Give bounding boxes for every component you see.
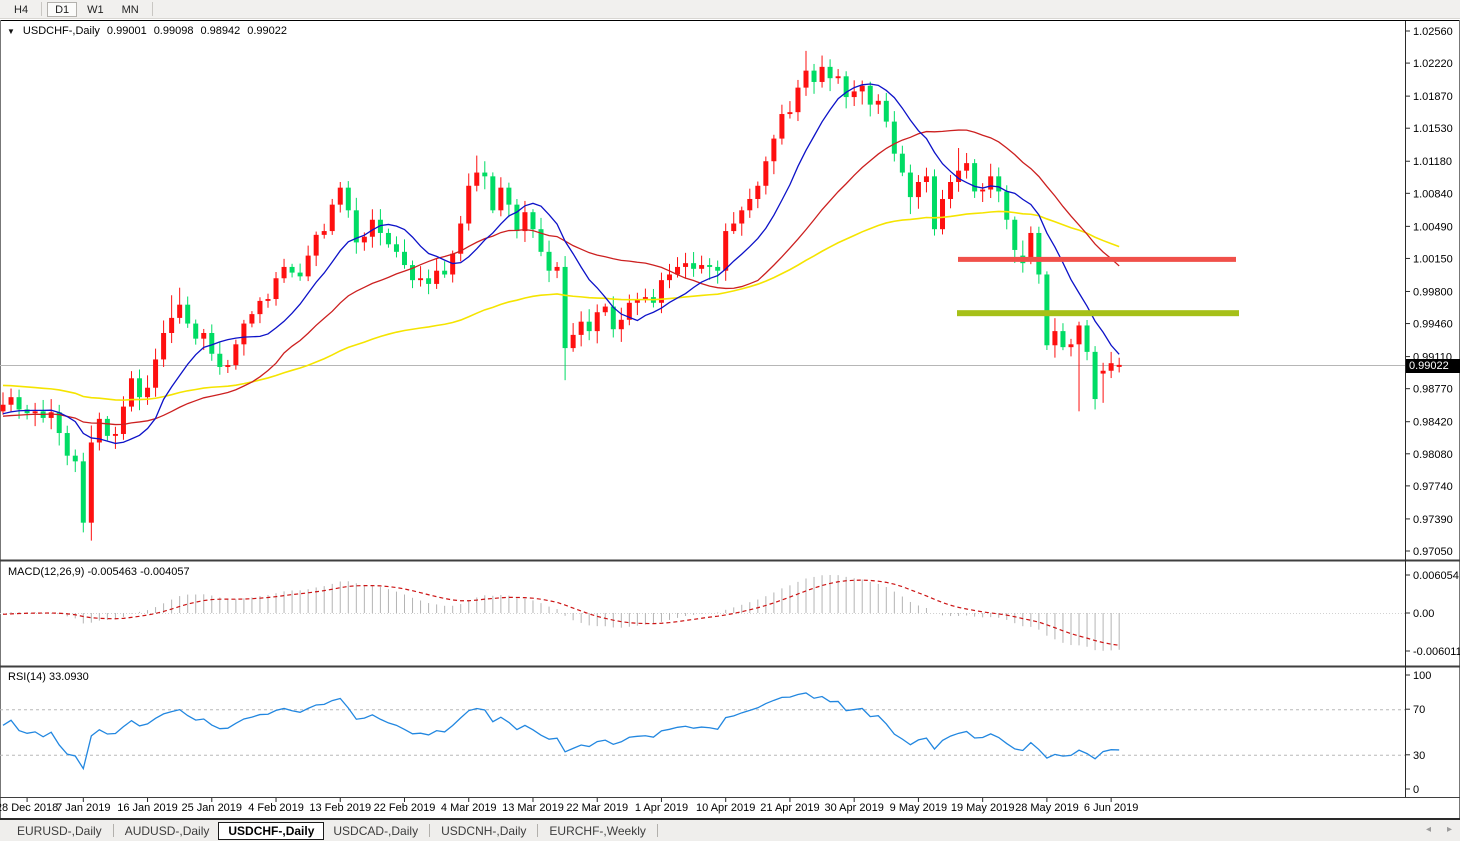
svg-text:4 Feb 2019: 4 Feb 2019 bbox=[248, 802, 304, 814]
svg-text:30: 30 bbox=[1413, 750, 1425, 762]
svg-text:4 Mar 2019: 4 Mar 2019 bbox=[441, 802, 497, 814]
tab-scroll-left-icon[interactable]: ◂ bbox=[1425, 824, 1431, 835]
tab-scroll-right-icon[interactable]: ▸ bbox=[1446, 824, 1452, 835]
svg-text:0.98080: 0.98080 bbox=[1413, 449, 1453, 461]
toolbar-separator bbox=[41, 2, 43, 16]
svg-text:9 May 2019: 9 May 2019 bbox=[890, 802, 947, 814]
svg-text:25 Jan 2019: 25 Jan 2019 bbox=[181, 802, 242, 814]
svg-text:1.01870: 1.01870 bbox=[1413, 91, 1453, 103]
svg-text:28 May 2019: 28 May 2019 bbox=[1015, 802, 1079, 814]
timeframe-button-mn[interactable]: MN bbox=[114, 2, 147, 17]
tab-separator bbox=[656, 824, 658, 837]
svg-text:19 May 2019: 19 May 2019 bbox=[951, 802, 1015, 814]
tab-separator bbox=[112, 824, 114, 837]
ohlc-open: 0.99001 bbox=[106, 25, 147, 37]
svg-text:0.00: 0.00 bbox=[1413, 608, 1434, 620]
chart-tab-bar: EURUSD-,Daily AUDUSD-,Daily USDCHF-,Dail… bbox=[0, 818, 1460, 841]
svg-text:1.01180: 1.01180 bbox=[1413, 156, 1452, 168]
svg-text:-0.006011: -0.006011 bbox=[1413, 646, 1460, 658]
ohlc-close: 0.99022 bbox=[247, 25, 287, 37]
tab-separator bbox=[537, 824, 539, 837]
tab-usdcnh-daily[interactable]: USDCNH-,Daily bbox=[441, 823, 527, 838]
svg-text:0.97390: 0.97390 bbox=[1413, 514, 1453, 526]
tab-eurusd-daily[interactable]: EURUSD-,Daily bbox=[17, 823, 102, 838]
svg-text:13 Mar 2019: 13 Mar 2019 bbox=[502, 802, 564, 814]
svg-text:22 Mar 2019: 22 Mar 2019 bbox=[566, 802, 628, 814]
tab-usdcad-daily[interactable]: USDCAD-,Daily bbox=[333, 823, 419, 838]
svg-text:1 Apr 2019: 1 Apr 2019 bbox=[635, 802, 688, 814]
timeframe-button-h4[interactable]: H4 bbox=[6, 2, 36, 17]
svg-text:1.00840: 1.00840 bbox=[1413, 188, 1453, 200]
rsi-indicator-label: RSI(14) 33.0930 bbox=[8, 671, 89, 683]
chart-title: ▼ USDCHF-,Daily 0.99001 0.99098 0.98942 … bbox=[7, 25, 287, 37]
svg-text:0.98420: 0.98420 bbox=[1413, 417, 1453, 429]
ohlc-high: 0.99098 bbox=[153, 25, 194, 37]
ohlc-low: 0.98942 bbox=[200, 25, 241, 37]
current-price-tag: 0.99022 bbox=[1406, 358, 1460, 373]
tab-scroll-controls: ◂ ▸ bbox=[1426, 824, 1452, 836]
timeframe-toolbar: H4 D1 W1 MN bbox=[0, 0, 1460, 19]
svg-text:10 Apr 2019: 10 Apr 2019 bbox=[696, 802, 755, 814]
svg-text:70: 70 bbox=[1413, 704, 1425, 716]
macd-indicator-label: MACD(12,26,9) -0.005463 -0.004057 bbox=[8, 566, 190, 578]
tab-usdchf-daily[interactable]: USDCHF-,Daily bbox=[218, 821, 325, 840]
tab-audusd-daily[interactable]: AUDUSD-,Daily bbox=[124, 823, 210, 838]
tab-separator bbox=[429, 824, 431, 837]
svg-text:0.006054: 0.006054 bbox=[1413, 570, 1459, 582]
svg-text:0.98770: 0.98770 bbox=[1413, 384, 1453, 396]
svg-text:0.97050: 0.97050 bbox=[1413, 546, 1453, 558]
svg-text:16 Jan 2019: 16 Jan 2019 bbox=[117, 802, 178, 814]
tab-eurchf-weekly[interactable]: EURCHF-,Weekly bbox=[549, 823, 646, 838]
toolbar-separator bbox=[151, 2, 153, 16]
svg-text:28 Dec 2018: 28 Dec 2018 bbox=[0, 802, 58, 814]
svg-text:22 Feb 2019: 22 Feb 2019 bbox=[374, 802, 436, 814]
timeframe-button-d1[interactable]: D1 bbox=[47, 1, 78, 17]
svg-text:100: 100 bbox=[1413, 670, 1431, 682]
symbol-dropdown-icon[interactable]: ▼ bbox=[7, 26, 15, 36]
svg-text:1.01530: 1.01530 bbox=[1413, 123, 1453, 135]
svg-text:30 Apr 2019: 30 Apr 2019 bbox=[825, 802, 884, 814]
svg-text:13 Feb 2019: 13 Feb 2019 bbox=[309, 802, 371, 814]
svg-text:0.99460: 0.99460 bbox=[1413, 319, 1453, 331]
svg-text:0: 0 bbox=[1413, 784, 1419, 796]
svg-text:0.99800: 0.99800 bbox=[1413, 286, 1453, 298]
timeframe-button-w1[interactable]: W1 bbox=[79, 2, 112, 17]
svg-text:1.02560: 1.02560 bbox=[1413, 26, 1453, 38]
svg-text:0.97740: 0.97740 bbox=[1413, 481, 1453, 493]
svg-text:1.00490: 1.00490 bbox=[1413, 221, 1453, 233]
svg-text:1.00150: 1.00150 bbox=[1413, 253, 1453, 265]
svg-text:6 Jun 2019: 6 Jun 2019 bbox=[1084, 802, 1138, 814]
svg-text:7 Jan 2019: 7 Jan 2019 bbox=[56, 802, 110, 814]
svg-text:21 Apr 2019: 21 Apr 2019 bbox=[760, 802, 819, 814]
chart-symbol-label: USDCHF-,Daily bbox=[22, 25, 100, 37]
svg-text:1.02220: 1.02220 bbox=[1413, 58, 1453, 70]
